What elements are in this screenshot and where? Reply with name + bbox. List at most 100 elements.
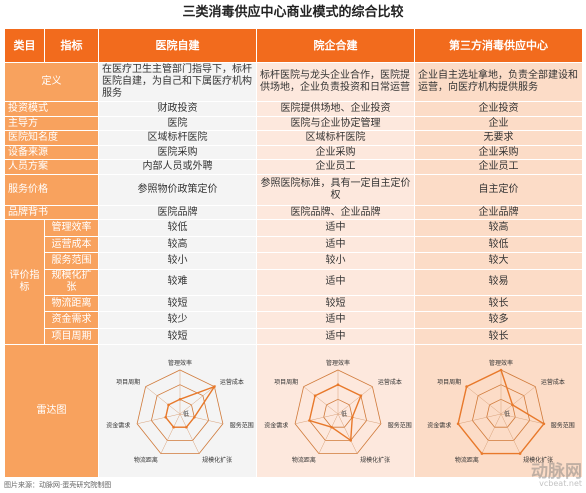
radar-axis-label: 资金需求 — [106, 422, 130, 430]
radar-data-point — [511, 403, 514, 407]
table-row: 规模化扩张 较难 适中 较易 — [5, 268, 583, 296]
radar-axis-line — [137, 413, 181, 425]
cell: 适中 — [256, 219, 415, 237]
radar-row-label: 雷达图 — [4, 344, 99, 478]
watermark: 动脉网 vcbeat.net — [476, 463, 582, 489]
radar-axis-line — [145, 386, 181, 415]
header-third-party: 第三方消毒供应中心 — [414, 28, 583, 63]
watermark-logo: 动脉网 — [531, 462, 582, 482]
cell: 较低 — [414, 235, 583, 254]
radar-series-polygon — [457, 369, 545, 455]
header-indicator: 指标 — [44, 28, 99, 63]
table-row: 服务范围 较小 较小 较大 — [5, 252, 583, 270]
radar-axis-label: 物流距离 — [292, 456, 316, 464]
cell: 企业投资 — [414, 101, 583, 117]
cell: 医院与企业协定管理 — [256, 115, 415, 132]
radar-axis-label: 运营成本 — [220, 378, 244, 386]
cell: 参照医院标准，具有一定自主定价权 — [256, 173, 415, 206]
table-row: 品牌背书 医院品牌 医院品牌、企业品牌 企业品牌 — [4, 204, 583, 221]
radar-axis-line — [179, 413, 223, 425]
comparison-table: 类目 指标 医院自建 院企合建 第三方消毒供应中心 定义 在医疗卫生主管部门指导… — [4, 28, 583, 478]
radar-axis-label: 服务范围 — [388, 422, 412, 430]
watermark-url: vcbeat.net — [539, 479, 582, 488]
radar-axis-line — [337, 414, 358, 454]
cell: 较多 — [414, 311, 583, 329]
cell: 较难 — [98, 268, 257, 296]
radar-axis-line — [458, 413, 502, 425]
eval-label: 物流距离 — [44, 294, 99, 313]
table-row: 医院知名度 区域标杆医院 区域标杆医院 无要求 — [4, 130, 583, 146]
radar-data-point — [164, 416, 167, 419]
radar-axis-label: 项目周期 — [274, 378, 298, 386]
cell: 适中 — [256, 235, 415, 254]
radar-axis-label: 管理效率 — [168, 359, 192, 367]
radar-axis-line — [337, 413, 381, 425]
radar-cell: 低 管理效率 运营成本 服务范围 规模化扩张 物流距离 资金需求 项目周期 — [256, 344, 415, 478]
radar-data-point — [178, 398, 182, 401]
radar-series-polygon — [164, 385, 217, 429]
radar-data-point — [185, 426, 188, 429]
cell: 较长 — [414, 327, 583, 346]
cell: 企业品牌 — [414, 204, 583, 221]
cell: 较易 — [414, 268, 583, 296]
radar-data-point — [167, 403, 170, 407]
cell: 较大 — [414, 252, 583, 270]
cell: 企业员工 — [414, 159, 583, 175]
radar-data-point — [213, 385, 216, 389]
row-label: 投资模式 — [4, 101, 99, 117]
row-label: 服务价格 — [4, 173, 99, 206]
cell: 内部人员或外聘 — [98, 159, 257, 175]
radar-axis-line — [500, 386, 536, 415]
radar-axis-label: 服务范围 — [551, 422, 575, 430]
radar-axis-label: 物流距离 — [134, 456, 158, 464]
table-row: 物流距离 较短 较短 较长 — [5, 294, 583, 313]
radar-center-label: 低 — [183, 410, 189, 418]
radar-axis-line — [179, 414, 200, 454]
row-label: 人员方案 — [4, 159, 99, 175]
cell: 较高 — [98, 235, 257, 254]
header-category: 类目 — [4, 28, 45, 63]
cell: 区域标杆医院 — [256, 130, 415, 146]
cell: 适中 — [256, 268, 415, 296]
cell: 较长 — [414, 294, 583, 313]
radar-axis-line — [295, 413, 339, 425]
radar-axis-label: 服务范围 — [230, 422, 254, 430]
table-row: 服务价格 参照物价政策定价 参照医院标准，具有一定自主定价权 自主定价 — [4, 173, 583, 206]
radar-series-polygon — [308, 384, 362, 442]
radar-axis-label: 规模化扩张 — [523, 456, 553, 464]
cell: 医院品牌、企业品牌 — [256, 204, 415, 221]
radar-axis-line — [303, 386, 339, 415]
radar-axis-line — [466, 386, 502, 415]
cell: 较高 — [414, 219, 583, 237]
cell: 无要求 — [414, 130, 583, 146]
radar-grid-ring — [150, 384, 210, 442]
row-label: 设备来源 — [4, 144, 99, 161]
cell: 医院采购 — [98, 144, 257, 161]
cell: 区域标杆医院 — [98, 130, 257, 146]
cell: 较短 — [98, 294, 257, 313]
radar-axis-label: 资金需求 — [427, 422, 451, 430]
radar-center-label: 低 — [341, 410, 347, 418]
eval-label: 管理效率 — [44, 219, 99, 237]
radar-axis-label: 项目周期 — [116, 378, 140, 386]
radar-row: 雷达图 低 管理效率 运营成本 服务范围 规模化扩张 物流距离 资金需求 项目周期 低 管理效率… — [4, 344, 583, 478]
radar-axis-label: 管理效率 — [489, 359, 513, 367]
cell: 较小 — [256, 252, 415, 270]
eval-label: 资金需求 — [44, 311, 99, 329]
radar-data-point — [193, 416, 196, 419]
radar-axis-line — [481, 414, 502, 454]
radar-axis-label: 项目周期 — [437, 378, 461, 386]
table-row: 主导方 医院 医院与企业协定管理 企业 — [4, 115, 583, 132]
radar-grid-ring — [486, 399, 516, 428]
eval-group-label: 评价指标 — [4, 219, 45, 346]
radar-data-point — [308, 419, 311, 423]
radar-grid-ring — [294, 369, 382, 455]
radar-axis-label: 规模化扩张 — [202, 456, 232, 464]
radar-data-point — [336, 383, 340, 387]
radar-grid-ring — [323, 399, 353, 428]
table-row: 设备来源 医院采购 企业采购 企业采购 — [4, 144, 583, 161]
row-label: 品牌背书 — [4, 204, 99, 221]
radar-data-point — [499, 368, 503, 372]
